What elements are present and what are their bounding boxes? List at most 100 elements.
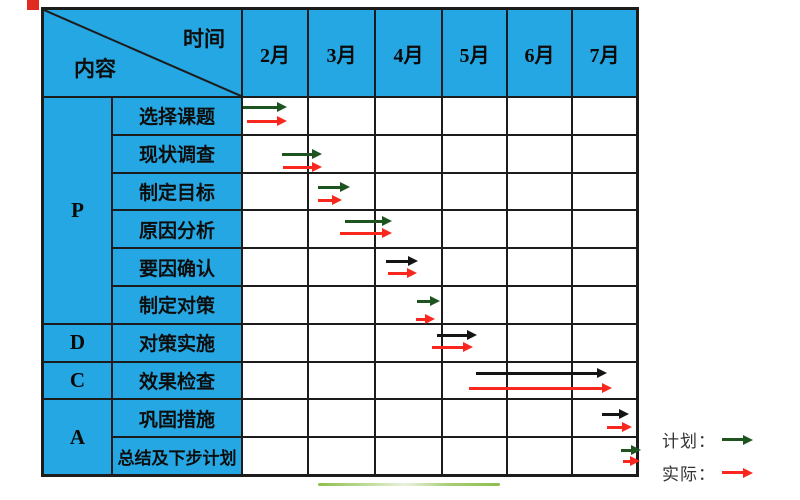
- grid-cell: [375, 134, 442, 173]
- legend-item-plan: 计划：: [662, 429, 753, 452]
- task-label-cell: 制定目标: [112, 172, 242, 211]
- task-label-cell: 现状调查: [112, 134, 242, 173]
- phase-cell-D: D: [43, 323, 112, 362]
- legend-label: 计划：: [662, 432, 716, 452]
- grid-cell: [375, 285, 442, 324]
- grid-cell: [242, 399, 308, 438]
- legend-item-actual: 实际：: [662, 462, 753, 485]
- grid-cell: [572, 323, 637, 362]
- grid-cell: [242, 172, 308, 211]
- phase-cell-A: A: [43, 399, 112, 475]
- grid-cell: [507, 399, 572, 438]
- grid-cell: [572, 248, 637, 286]
- grid-cell: [375, 437, 442, 475]
- grid-cell: [242, 210, 308, 249]
- task-label-cell: 要因确认: [112, 248, 242, 286]
- grid-cell: [442, 134, 507, 173]
- grid-cell: [572, 285, 637, 324]
- arrow-head: [743, 467, 753, 478]
- grid-cell: [572, 134, 637, 173]
- grid-cell: [375, 399, 442, 438]
- corner-label-content: 内容: [74, 57, 116, 81]
- grid-cell: [242, 323, 308, 362]
- phase-label: A: [69, 424, 86, 449]
- month-header-3: 3月: [308, 9, 375, 97]
- grid-cell: [308, 323, 375, 362]
- grid-cell: [308, 437, 375, 475]
- grid-cell: [507, 248, 572, 286]
- month-header-7: 7月: [572, 9, 637, 97]
- task-label: 对策实施: [138, 333, 215, 356]
- month-header-4: 4月: [375, 9, 442, 97]
- grid-cell: [308, 399, 375, 438]
- grid-cell: [242, 248, 308, 286]
- grid-cell: [308, 285, 375, 324]
- grid-cell: [242, 134, 308, 173]
- grid-cell: [442, 97, 507, 135]
- legend: 计划： 实际：: [662, 429, 753, 495]
- grid-cell: [507, 134, 572, 173]
- phase-cell-P: P: [43, 97, 112, 324]
- task-label: 要因确认: [138, 257, 215, 280]
- task-label: 原因分析: [138, 219, 215, 242]
- grid-cell: [442, 285, 507, 324]
- task-label-cell: 对策实施: [112, 323, 242, 362]
- grid-cell: [308, 361, 375, 400]
- corner-cell: 时间内容: [43, 9, 242, 97]
- grid-cell: [308, 210, 375, 249]
- grid-cell: [572, 399, 637, 438]
- grid-cell: [375, 248, 442, 286]
- grid-cell: [442, 248, 507, 286]
- task-label: 效果检查: [138, 370, 215, 393]
- task-label-cell: 效果检查: [112, 361, 242, 400]
- grid-cell: [507, 323, 572, 362]
- grid-cell: [572, 437, 637, 475]
- grid-cell: [308, 97, 375, 135]
- arrow-shaft: [722, 438, 746, 441]
- arrow-head: [743, 434, 753, 445]
- grid-cell: [442, 172, 507, 211]
- task-label: 总结及下步计划: [117, 448, 237, 469]
- grid-cell: [442, 361, 507, 400]
- legend-plan-arrow-icon: [722, 434, 753, 445]
- phase-label: D: [69, 330, 86, 355]
- task-label: 现状调查: [138, 144, 215, 167]
- task-label: 选择课题: [138, 106, 215, 129]
- task-label: 制定目标: [138, 181, 215, 204]
- grid-cell: [242, 437, 308, 475]
- task-label-cell: 总结及下步计划: [112, 437, 242, 475]
- grid-cell: [308, 172, 375, 211]
- phase-label: P: [71, 197, 84, 222]
- task-label-cell: 选择课题: [112, 97, 242, 135]
- grid-cell: [375, 172, 442, 211]
- task-label: 巩固措施: [138, 408, 215, 431]
- task-label-cell: 原因分析: [112, 210, 242, 249]
- grid-cell: [308, 248, 375, 286]
- task-label-cell: 制定对策: [112, 285, 242, 324]
- grid-cell: [507, 97, 572, 135]
- phase-label: C: [69, 367, 86, 392]
- grid-cell: [572, 210, 637, 249]
- grid-cell: [242, 285, 308, 324]
- grid-cell: [375, 97, 442, 135]
- task-label-cell: 巩固措施: [112, 399, 242, 438]
- legend-actual-arrow-icon: [722, 467, 753, 478]
- grid-cell: [507, 285, 572, 324]
- diagonal-line: [44, 10, 241, 96]
- grid-cell: [308, 134, 375, 173]
- grid-cell: [572, 172, 637, 211]
- grid-cell: [442, 210, 507, 249]
- grid-cell: [242, 97, 308, 135]
- gantt-table: 时间 内容 2月 3月 4月 5月 6月 7月 P D C A 选择课题 现状调查 制定目标 原因分析 要因确认…: [41, 7, 639, 477]
- grid-cell: [375, 361, 442, 400]
- legend-label: 实际：: [662, 465, 716, 485]
- corner-label-time: 时间: [183, 27, 225, 51]
- grid-cell: [442, 399, 507, 438]
- grid-cell: [442, 323, 507, 362]
- grid-cell: [442, 437, 507, 475]
- arrow-shaft: [722, 471, 746, 474]
- month-header-6: 6月: [507, 9, 572, 97]
- grid-cell: [507, 437, 572, 475]
- task-label: 制定对策: [138, 295, 215, 318]
